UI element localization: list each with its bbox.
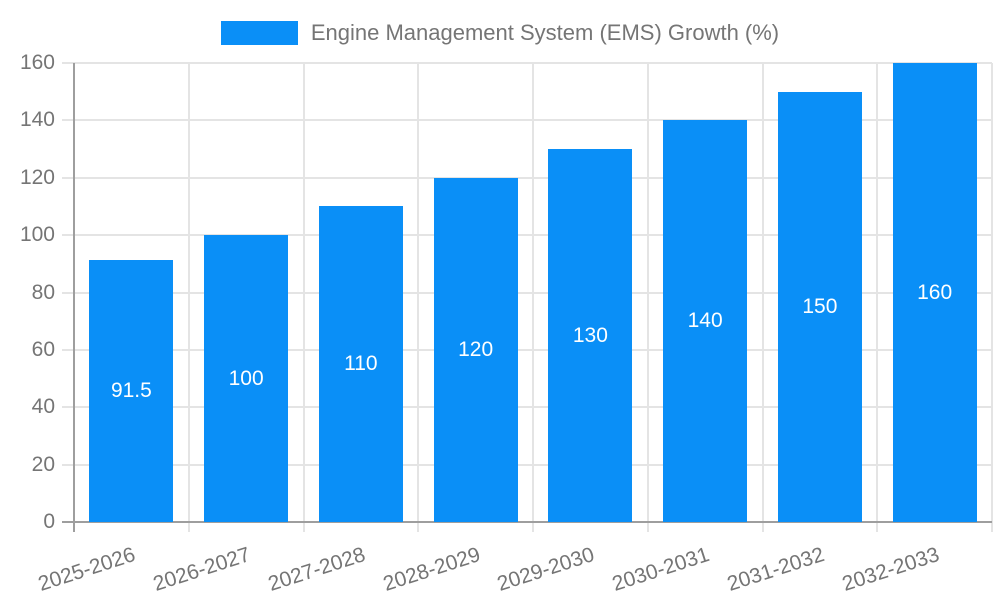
- bar[interactable]: [433, 177, 518, 522]
- gridline-vertical: [991, 63, 993, 532]
- y-axis-line: [73, 63, 75, 532]
- y-axis-tick-label: 80: [31, 280, 55, 304]
- bar[interactable]: [548, 149, 633, 522]
- y-axis-tick-label: 0: [43, 510, 55, 533]
- bar[interactable]: [777, 91, 862, 522]
- y-axis-tick-label: 140: [19, 108, 55, 132]
- legend-swatch: [220, 21, 298, 45]
- gridline-vertical: [532, 63, 534, 532]
- bar-value-label: 110: [344, 352, 378, 376]
- gridline-vertical: [876, 63, 879, 532]
- gridline-horizontal: [62, 463, 992, 466]
- legend-label: Engine Management System (EMS) Growth (%…: [310, 20, 780, 45]
- gridline-horizontal: [62, 406, 992, 409]
- gridline-horizontal: [62, 348, 992, 351]
- gridline-horizontal: [62, 119, 992, 122]
- gridline-vertical: [187, 63, 190, 532]
- gridline-horizontal: [62, 62, 992, 64]
- legend-item[interactable]: Engine Management System (EMS) Growth (%…: [0, 19, 1000, 47]
- bar-value-label: 130: [572, 323, 608, 347]
- bar-value-label: 100: [228, 366, 264, 390]
- y-axis-tick-label: 120: [19, 165, 55, 189]
- x-axis-category-label-text: 2029-2030: [494, 543, 598, 596]
- gridline-vertical: [302, 63, 305, 532]
- y-axis-tick-label: 60: [31, 337, 55, 361]
- x-axis-category-label-text: 2031-2032: [724, 543, 827, 596]
- gridline-horizontal: [62, 291, 992, 294]
- x-axis-category-label-text: 2032-2033: [839, 543, 942, 596]
- gridline-vertical: [761, 63, 764, 532]
- y-axis-tick-label: 20: [31, 452, 55, 476]
- bar-value-label: 150: [802, 294, 838, 318]
- bar-value-label: 91.5: [110, 378, 152, 402]
- x-axis-line: [62, 521, 992, 523]
- bar-value-label: 120: [458, 337, 494, 361]
- gridline-vertical: [646, 63, 649, 532]
- bar[interactable]: [204, 235, 289, 522]
- y-axis-tick-label: 160: [19, 51, 55, 74]
- bar[interactable]: [89, 259, 174, 522]
- x-axis-category-label-text: 2028-2029: [380, 543, 483, 596]
- gridline-horizontal: [62, 176, 992, 179]
- x-axis-category-label-text: 2025-2026: [35, 543, 139, 596]
- y-axis-tick-label: 40: [31, 395, 55, 419]
- bar[interactable]: [318, 206, 403, 522]
- bar-value-label: 160: [917, 280, 953, 304]
- gridline-vertical: [417, 63, 420, 532]
- x-axis-category-label-text: 2027-2028: [265, 543, 368, 596]
- bar-value-label: 140: [687, 309, 723, 333]
- bar[interactable]: [663, 120, 748, 522]
- x-axis-category-label-text: 2026-2027: [150, 543, 254, 596]
- y-axis-tick-label: 100: [19, 223, 55, 247]
- bar[interactable]: [892, 63, 977, 522]
- x-axis-category-label-text: 2030-2031: [609, 543, 713, 596]
- gridline-horizontal: [62, 234, 992, 237]
